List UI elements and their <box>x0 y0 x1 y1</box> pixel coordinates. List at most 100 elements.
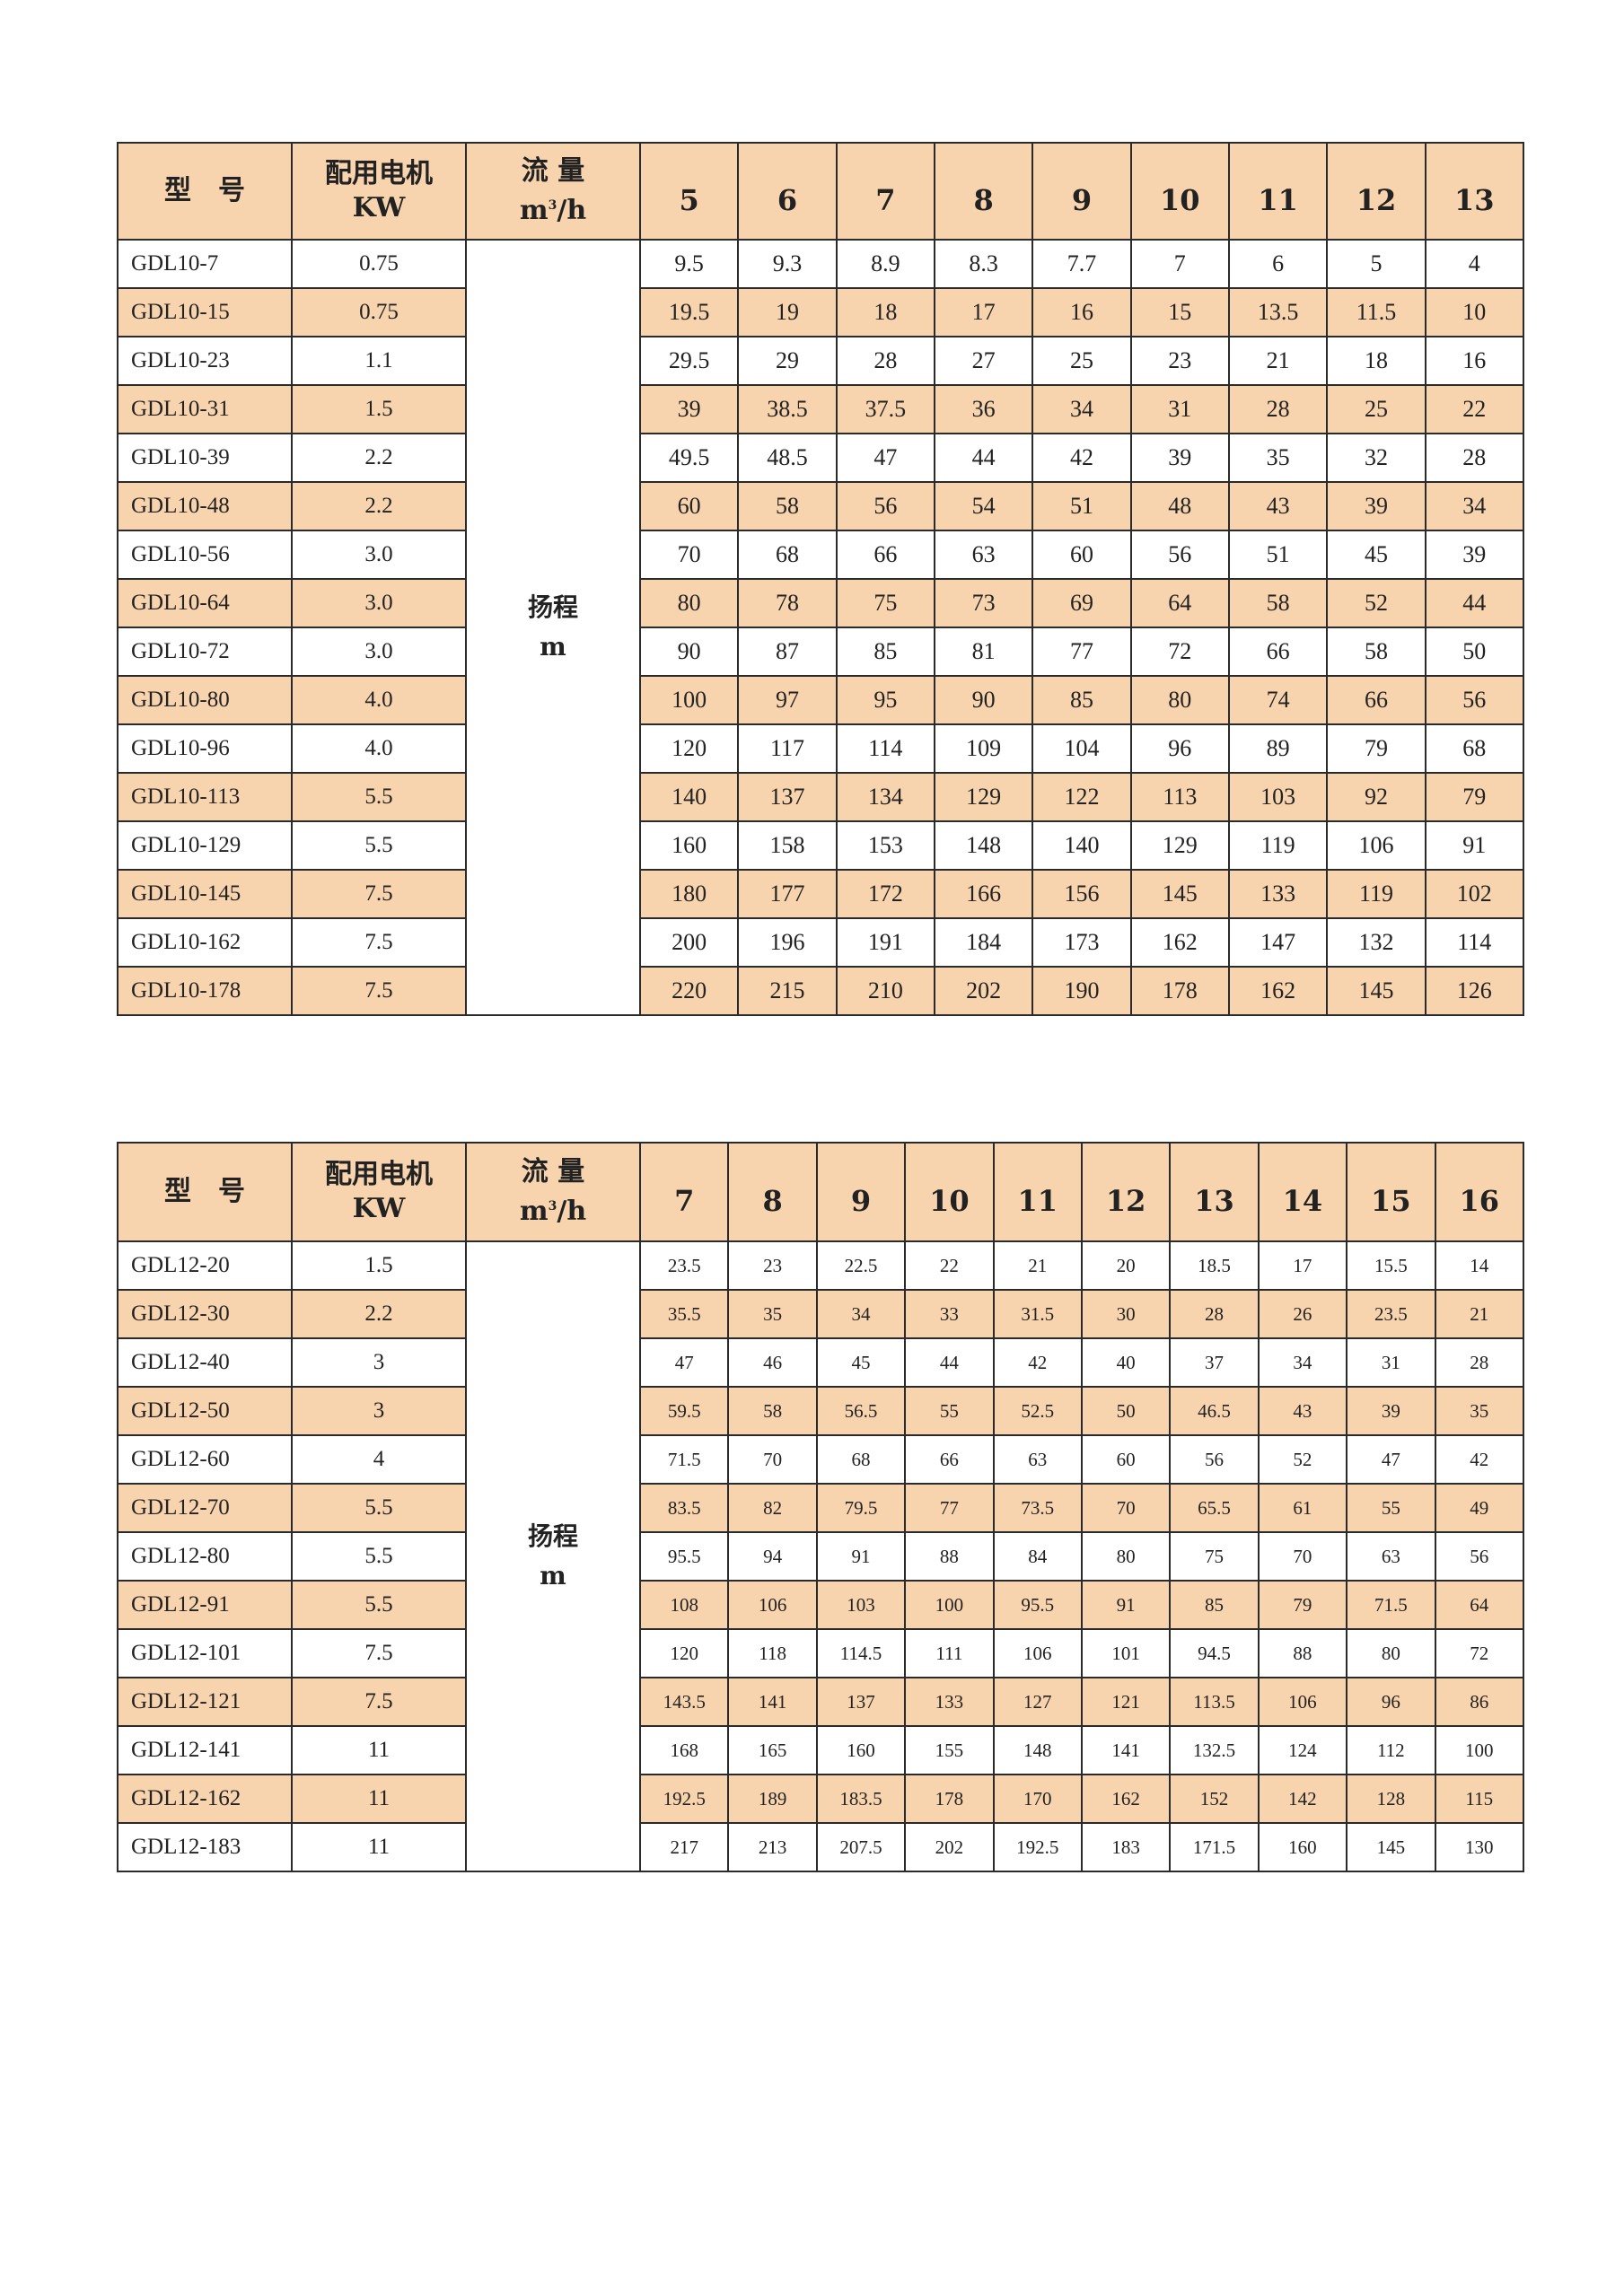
head-value-cell: 58 <box>727 1386 818 1436</box>
model-cell: GDL12-60 <box>117 1434 293 1485</box>
head-value-cell: 45 <box>815 1337 907 1388</box>
head-value-cell: 50 <box>1080 1386 1172 1436</box>
motor-kw-cell: 3 <box>291 1337 467 1388</box>
flow-header: 流 量 m3/h <box>465 1142 641 1242</box>
head-value-cell: 92 <box>1326 772 1426 822</box>
flow-value-header: 12 <box>1080 1142 1172 1242</box>
head-value-cell: 8.3 <box>933 239 1034 289</box>
motor-unit: KW <box>352 1193 406 1224</box>
head-value-cell: 49 <box>1434 1483 1524 1533</box>
head-value-cell: 44 <box>904 1337 995 1388</box>
head-value-cell: 28 <box>1169 1289 1260 1339</box>
head-value-cell: 18.5 <box>1169 1240 1260 1291</box>
motor-kw-cell: 2.2 <box>291 433 467 483</box>
head-value-cell: 85 <box>835 627 935 677</box>
head-value-cell: 17 <box>1257 1240 1348 1291</box>
head-value-cell: 43 <box>1227 481 1329 531</box>
head-value-cell: 39 <box>1424 530 1524 580</box>
motor-kw-cell: 11 <box>291 1774 467 1824</box>
head-value-cell: 202 <box>933 966 1034 1016</box>
model-cell: GDL12-30 <box>117 1289 293 1339</box>
head-value-cell: 132.5 <box>1169 1725 1260 1775</box>
head-value-cell: 103 <box>815 1580 907 1630</box>
flow-value-header: 6 <box>737 142 838 241</box>
head-value-cell: 100 <box>904 1580 995 1630</box>
head-value-cell: 114.5 <box>815 1628 907 1678</box>
head-value-cell: 70 <box>727 1434 818 1485</box>
head-value-cell: 49.5 <box>638 433 740 483</box>
head-value-cell: 85 <box>1031 675 1132 725</box>
flow-value-header: 11 <box>1227 142 1329 241</box>
head-value-cell: 47 <box>1346 1434 1436 1485</box>
head-value-cell: 52.5 <box>992 1386 1083 1436</box>
table-header: 型 号配用电机 KW 流 量 m3/h 5 6 7 8 9 10 11 12 13 <box>117 142 1524 241</box>
model-cell: GDL10-39 <box>117 433 293 483</box>
model-cell: GDL12-70 <box>117 1483 293 1533</box>
motor-kw-cell: 3.0 <box>291 530 467 580</box>
head-value-cell: 68 <box>815 1434 907 1485</box>
head-value-cell: 168 <box>638 1725 730 1775</box>
model-cell: GDL12-101 <box>117 1628 293 1678</box>
head-value-cell: 39 <box>638 384 740 434</box>
model-cell: GDL12-20 <box>117 1240 293 1291</box>
head-value-cell: 21 <box>992 1240 1083 1291</box>
table-row: GDL10-64 3.0 80 78 75 73 69 64 58 52 44 <box>117 578 1524 628</box>
head-value-cell: 72 <box>1129 627 1230 677</box>
head-value-cell: 148 <box>933 820 1034 871</box>
head-value-cell: 140 <box>638 772 740 822</box>
head-value-cell: 119 <box>1227 820 1329 871</box>
head-value-cell: 5 <box>1326 239 1426 289</box>
flow-unit-sup: 3 <box>548 198 557 213</box>
motor-kw-cell: 5.5 <box>291 1531 467 1582</box>
model-cell: GDL12-162 <box>117 1774 293 1824</box>
head-value-cell: 32 <box>1326 433 1426 483</box>
head-value-cell: 42 <box>1434 1434 1524 1485</box>
head-value-cell: 28 <box>1227 384 1329 434</box>
model-cell: GDL12-121 <box>117 1677 293 1727</box>
head-value-cell: 134 <box>835 772 935 822</box>
head-value-cell: 80 <box>1129 675 1230 725</box>
head-value-cell: 145 <box>1326 966 1426 1016</box>
head-value-cell: 217 <box>638 1822 730 1872</box>
flow-value-header: 8 <box>727 1142 818 1242</box>
head-value-cell: 95 <box>835 675 935 725</box>
motor-kw-cell: 7.5 <box>291 917 467 968</box>
table-row: GDL10-48 2.2 60 58 56 54 51 48 43 39 34 <box>117 481 1524 531</box>
head-value-cell: 17 <box>933 287 1034 337</box>
head-value-cell: 51 <box>1031 481 1132 531</box>
table-row: GDL12-101 7.5 120 118 114.5 111 106 101 94.5 88 80… <box>117 1628 1524 1678</box>
head-value-cell: 20 <box>1080 1240 1172 1291</box>
model-cell: GDL10-162 <box>117 917 293 968</box>
head-value-cell: 73 <box>933 578 1034 628</box>
motor-kw-cell: 11 <box>291 1725 467 1775</box>
motor-kw-cell: 0.75 <box>291 239 467 289</box>
head-value-cell: 192.5 <box>992 1822 1083 1872</box>
flow-value-header: 9 <box>1031 142 1132 241</box>
head-value-cell: 56.5 <box>815 1386 907 1436</box>
model-cell: GDL10-96 <box>117 723 293 774</box>
head-value-cell: 79 <box>1257 1580 1348 1630</box>
head-value-cell: 77 <box>904 1483 995 1533</box>
model-cell: GDL10-23 <box>117 336 293 386</box>
head-value-cell: 65.5 <box>1169 1483 1260 1533</box>
head-value-cell: 147 <box>1227 917 1329 968</box>
head-value-cell: 19 <box>737 287 838 337</box>
table-row: GDL12-70 5.5 83.5 82 79.5 77 73.5 70 65.5 61 55 49 <box>117 1483 1524 1533</box>
head-value-cell: 155 <box>904 1725 995 1775</box>
flow-unit: m3/h <box>467 188 639 228</box>
head-value-cell: 70 <box>1080 1483 1172 1533</box>
head-value-cell: 81 <box>933 627 1034 677</box>
head-value-cell: 58 <box>737 481 838 531</box>
table-row: GDL10-96 4.0 120 117 114 109 104 96 89 79 68 <box>117 723 1524 774</box>
head-value-cell: 63 <box>933 530 1034 580</box>
head-value-cell: 103 <box>1227 772 1329 822</box>
table-row: GDL10-80 4.0 100 97 95 90 85 80 74 66 56 <box>117 675 1524 725</box>
head-value-cell: 122 <box>1031 772 1132 822</box>
head-value-cell: 121 <box>1080 1677 1172 1727</box>
motor-kw-cell: 4.0 <box>291 723 467 774</box>
head-value-cell: 106 <box>1257 1677 1348 1727</box>
table-body: GDL12-20 1.5 扬程 m 23.5 23 22.5 22 21 20 18.5 17 15.5… <box>117 1240 1524 1872</box>
head-value-cell: 160 <box>1257 1822 1348 1872</box>
head-value-cell: 84 <box>992 1531 1083 1582</box>
motor-header: 配用电机 KW <box>291 1142 467 1242</box>
